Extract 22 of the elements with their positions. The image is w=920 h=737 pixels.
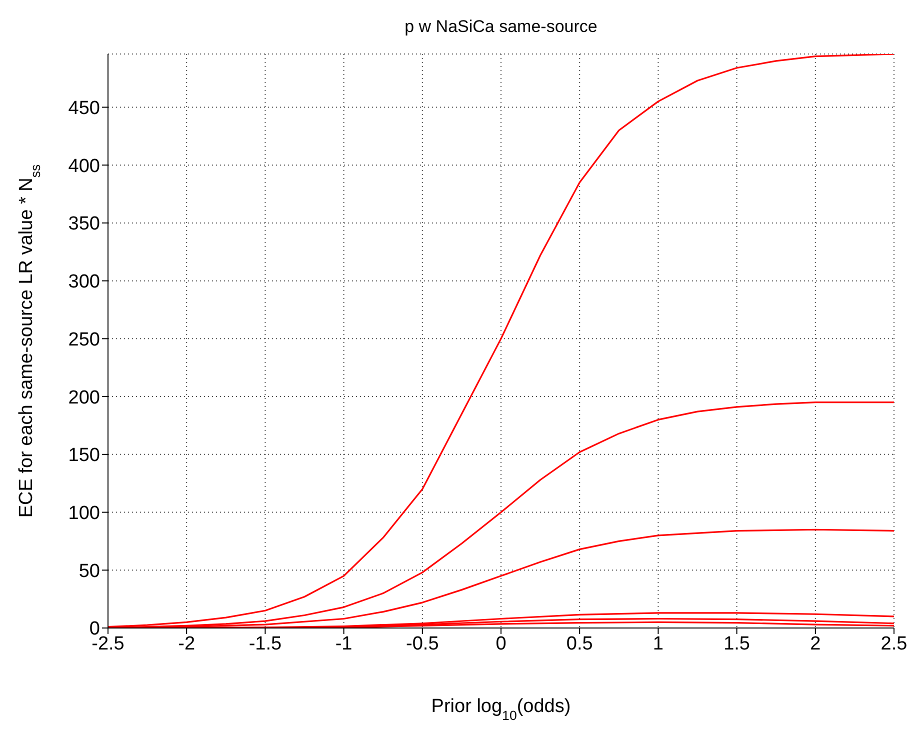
- y-tick-label: 200: [68, 387, 100, 408]
- x-tick-label: -2: [178, 633, 196, 654]
- x-tick-label: 1.5: [724, 633, 750, 654]
- y-tick-label: 50: [78, 560, 100, 582]
- x-tick-label: -1.5: [248, 633, 282, 654]
- y-tick-label: 250: [68, 329, 100, 350]
- y-tick-label: 0: [89, 618, 100, 640]
- x-tick-label: 0: [496, 633, 506, 654]
- x-tick-label: -1: [335, 633, 352, 654]
- x-tick-label: -0.5: [406, 633, 439, 654]
- x-tick-label: 0.5: [566, 633, 593, 654]
- y-tick-label: 450: [68, 98, 100, 119]
- x-tick-label: 1: [652, 633, 664, 654]
- x-tick-label: 2.5: [880, 633, 908, 654]
- y-tick-label: 100: [68, 503, 100, 524]
- x-tick-label: 2: [810, 633, 821, 654]
- y-tick-label: 300: [68, 272, 100, 293]
- chart-title: p w NaSiCa same-source: [404, 17, 598, 36]
- y-tick-label: 400: [68, 156, 100, 177]
- x-axis-title: Prior log$_{10}$(odds): [431, 696, 571, 722]
- y-tick-label: 150: [68, 445, 100, 466]
- y-tick-label: 350: [68, 214, 100, 235]
